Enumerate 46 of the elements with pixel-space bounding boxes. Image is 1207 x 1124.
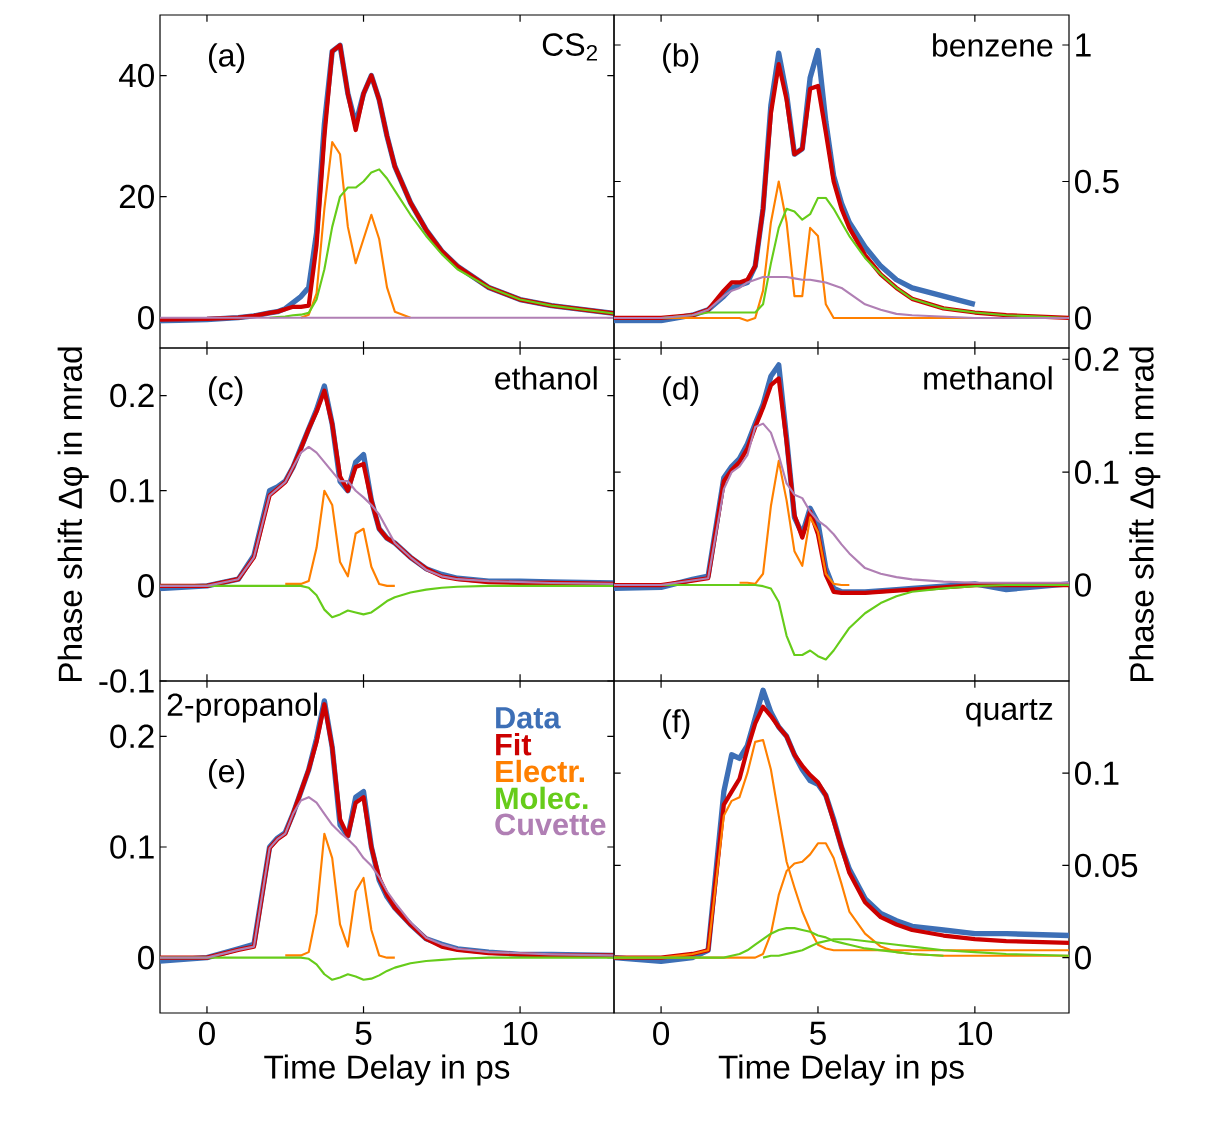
text: Electr.	[496, 759, 585, 783]
annotation: (a)	[209, 43, 245, 74]
y-tick-label: 0	[1075, 573, 1091, 597]
y-tick-label: 1	[1076, 33, 1091, 57]
y-axis-title: Phase shift Δφ in mrad	[57, 347, 89, 681]
annotation: methanol	[924, 366, 1052, 390]
y-tick-label: -0.1	[99, 669, 154, 693]
annotation: (c)	[208, 376, 243, 407]
x-tick-label: 10	[958, 1021, 993, 1046]
y-tick-label: 0.2	[110, 724, 154, 749]
text: Cuvette	[495, 813, 606, 836]
x-tick-label: 5	[810, 1021, 826, 1045]
y-tick-label: 0.2	[1075, 347, 1119, 372]
y-tick-label: 0.2	[110, 383, 154, 408]
y-tick-label: 0.1	[1075, 460, 1119, 484]
y-tick-label: 0.1	[110, 478, 154, 503]
annotation: benzene	[933, 33, 1053, 57]
y-tick-label: 0	[1075, 945, 1091, 970]
annotation: quartz	[966, 699, 1053, 727]
y-tick-label: 0	[138, 305, 154, 330]
y-tick-label: 0	[138, 574, 154, 598]
text: Molec.	[496, 786, 588, 810]
text: Fit	[496, 732, 532, 756]
y-tick-label: 0.05	[1075, 853, 1138, 878]
annotation: CS$_{2}$	[542, 33, 597, 61]
text: Data	[496, 707, 561, 729]
x-tick-label: 0	[653, 1021, 670, 1046]
x-tick-label: 5	[355, 1021, 372, 1045]
x-axis-title: Time Delay in ps	[264, 1054, 510, 1086]
y-tick-label: 0.1	[1075, 761, 1119, 786]
annotation: (b)	[663, 43, 699, 74]
y-tick-label: 0	[1075, 306, 1091, 330]
y-tick-label: 0.5	[1075, 169, 1119, 194]
y-axis-title: Phase shift Δφ in mrad	[1129, 347, 1161, 681]
x-tick-label: 10	[504, 1021, 538, 1046]
annotation: (d)	[663, 376, 699, 407]
y-tick-label: 40	[118, 63, 154, 88]
y-tick-label: 0	[138, 945, 154, 970]
x-tick-label: 0	[199, 1021, 215, 1046]
annotation: 2-propanol	[167, 692, 317, 723]
y-tick-label: 20	[119, 184, 154, 209]
x-axis-title: Time Delay in ps	[718, 1054, 964, 1086]
annotation: (e)	[209, 758, 245, 789]
annotation: (f)	[663, 709, 690, 739]
y-tick-label: 0.1	[110, 835, 154, 859]
annotation: ethanol	[495, 366, 597, 390]
